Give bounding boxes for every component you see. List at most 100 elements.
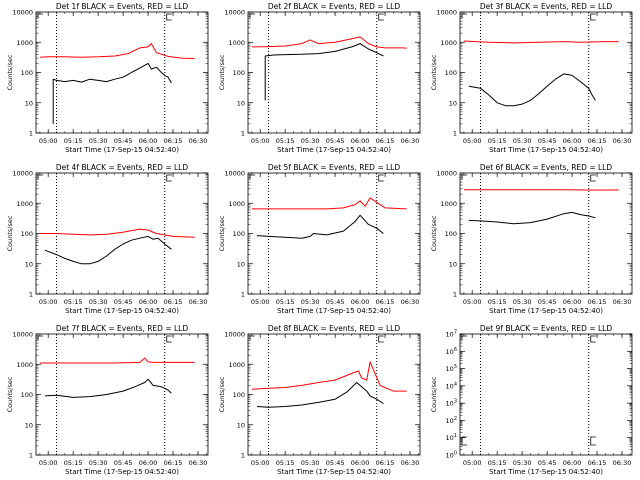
x-tick-label: 05:00 — [39, 137, 58, 145]
plot-frame — [459, 11, 633, 134]
y-tick-label: 1000 — [16, 361, 33, 369]
x-tick-label: 05:45 — [114, 459, 133, 467]
x-tick-label: 06:00 — [351, 459, 370, 467]
y-axis-label: Counts/sec — [6, 54, 14, 90]
x-tick-label: 06:15 — [588, 137, 607, 145]
panel-title: Det 8f BLACK = Events, RED = LLD — [268, 324, 401, 333]
panel-title: Det 9f BLACK = Events, RED = LLD — [480, 324, 613, 333]
y-tick-label: 1 — [241, 452, 245, 460]
x-tick-label: 06:15 — [588, 298, 607, 306]
x-tick-label: 05:00 — [463, 459, 482, 467]
bracket-glyph — [37, 335, 43, 340]
x-tick-label: 05:45 — [538, 298, 557, 306]
x-tick-label: 06:30 — [189, 298, 208, 306]
panel-title: Det 2f BLACK = Events, RED = LLD — [268, 2, 401, 11]
panel-title: Det 6f BLACK = Events, RED = LLD — [480, 163, 613, 172]
x-tick-label: 05:15 — [64, 459, 83, 467]
y-axis-label: Counts/sec — [6, 215, 14, 251]
y-tick-label: 10000 — [12, 170, 33, 178]
x-tick-label: 05:00 — [251, 137, 270, 145]
y-tick-label: 100 — [445, 69, 457, 77]
panel-8: Det 8f BLACK = Events, RED = LLD Counts/s… — [218, 324, 421, 476]
y-axis-label: Counts/sec — [430, 215, 438, 251]
y-tick-label: 100 — [233, 230, 245, 238]
y-tick-label: 1000 — [16, 39, 33, 47]
y-tick-label: 10 — [25, 99, 33, 107]
panel-3: Det 3f BLACK = Events, RED = LLD Counts/s… — [430, 2, 633, 154]
x-tick-label: 05:00 — [251, 298, 270, 306]
y-tick-label: 1 — [241, 291, 245, 299]
x-axis-label: Start Time (17-Sep-15 04:52:40) — [65, 307, 179, 315]
x-axis-label: Start Time (17-Sep-15 04:52:40) — [277, 146, 391, 154]
x-tick-label: 05:30 — [301, 459, 320, 467]
x-tick-label: 05:15 — [488, 298, 507, 306]
panel-2: Det 2f BLACK = Events, RED = LLD Counts/s… — [218, 2, 421, 154]
x-axis-label: Start Time (17-Sep-15 04:52:40) — [489, 468, 603, 476]
y-axis-label: Counts/sec — [218, 54, 226, 90]
bracket-glyph — [378, 335, 384, 343]
x-tick-label: 05:45 — [538, 459, 557, 467]
x-tick-label: 05:30 — [301, 137, 320, 145]
y-tick-label: 100 — [21, 230, 33, 238]
series-line — [256, 382, 384, 408]
x-tick-label: 06:00 — [139, 137, 158, 145]
y-tick-label: 102 — [446, 416, 457, 425]
bracket-glyph — [166, 13, 172, 21]
x-tick-label: 06:30 — [613, 298, 632, 306]
plot-frame — [247, 11, 421, 134]
y-tick-label: 100 — [446, 451, 457, 460]
bracket-glyph — [590, 13, 596, 21]
bracket-glyph — [461, 436, 467, 446]
x-tick-label: 06:30 — [613, 137, 632, 145]
y-tick-label: 10 — [449, 260, 457, 268]
panel-title: Det 3f BLACK = Events, RED = LLD — [480, 2, 613, 11]
y-tick-label: 100 — [233, 69, 245, 77]
x-tick-label: 05:15 — [276, 137, 295, 145]
y-tick-label: 10000 — [12, 9, 33, 17]
x-tick-label: 06:00 — [351, 298, 370, 306]
y-axis-label: Counts/sec — [430, 376, 438, 412]
x-tick-label: 06:30 — [613, 459, 632, 467]
x-tick-label: 05:15 — [64, 298, 83, 306]
y-tick-label: 1000 — [440, 39, 457, 47]
x-axis-label: Start Time (17-Sep-15 04:52:40) — [277, 468, 391, 476]
x-tick-label: 06:15 — [164, 459, 183, 467]
x-tick-label: 05:45 — [326, 137, 345, 145]
plot-frame — [35, 11, 209, 134]
y-tick-label: 105 — [446, 364, 457, 373]
panel-5: Det 5f BLACK = Events, RED = LLD Counts/s… — [218, 163, 421, 315]
y-tick-label: 10000 — [224, 331, 245, 339]
x-tick-label: 05:15 — [276, 298, 295, 306]
y-tick-label: 100 — [21, 391, 33, 399]
x-tick-label: 05:30 — [89, 298, 108, 306]
x-tick-label: 05:00 — [251, 459, 270, 467]
y-tick-label: 100 — [445, 230, 457, 238]
x-tick-label: 05:15 — [64, 137, 83, 145]
y-tick-label: 1 — [241, 130, 245, 138]
x-tick-label: 05:00 — [463, 137, 482, 145]
y-tick-label: 10000 — [224, 9, 245, 17]
panel-title: Det 1f BLACK = Events, RED = LLD — [56, 2, 189, 11]
bracket-glyph — [590, 335, 596, 343]
bracket-glyph — [461, 174, 467, 179]
series-line — [39, 228, 195, 238]
x-tick-label: 06:30 — [401, 459, 420, 467]
bracket-glyph — [249, 335, 255, 340]
y-tick-label: 1 — [29, 452, 33, 460]
plot-frame — [459, 333, 633, 456]
bracket-glyph — [249, 13, 255, 18]
series-line — [468, 211, 596, 225]
x-tick-label: 05:45 — [326, 298, 345, 306]
y-axis-label: Counts/sec — [6, 376, 14, 412]
y-tick-label: 10000 — [436, 170, 457, 178]
x-tick-label: 05:30 — [89, 137, 108, 145]
y-tick-label: 103 — [446, 399, 457, 408]
y-tick-label: 1000 — [228, 200, 245, 208]
y-tick-label: 10 — [237, 421, 245, 429]
x-tick-label: 06:00 — [139, 459, 158, 467]
panel-title: Det 4f BLACK = Events, RED = LLD — [56, 163, 189, 172]
x-tick-label: 05:30 — [513, 298, 532, 306]
x-tick-label: 05:15 — [488, 459, 507, 467]
y-tick-label: 1 — [453, 291, 457, 299]
